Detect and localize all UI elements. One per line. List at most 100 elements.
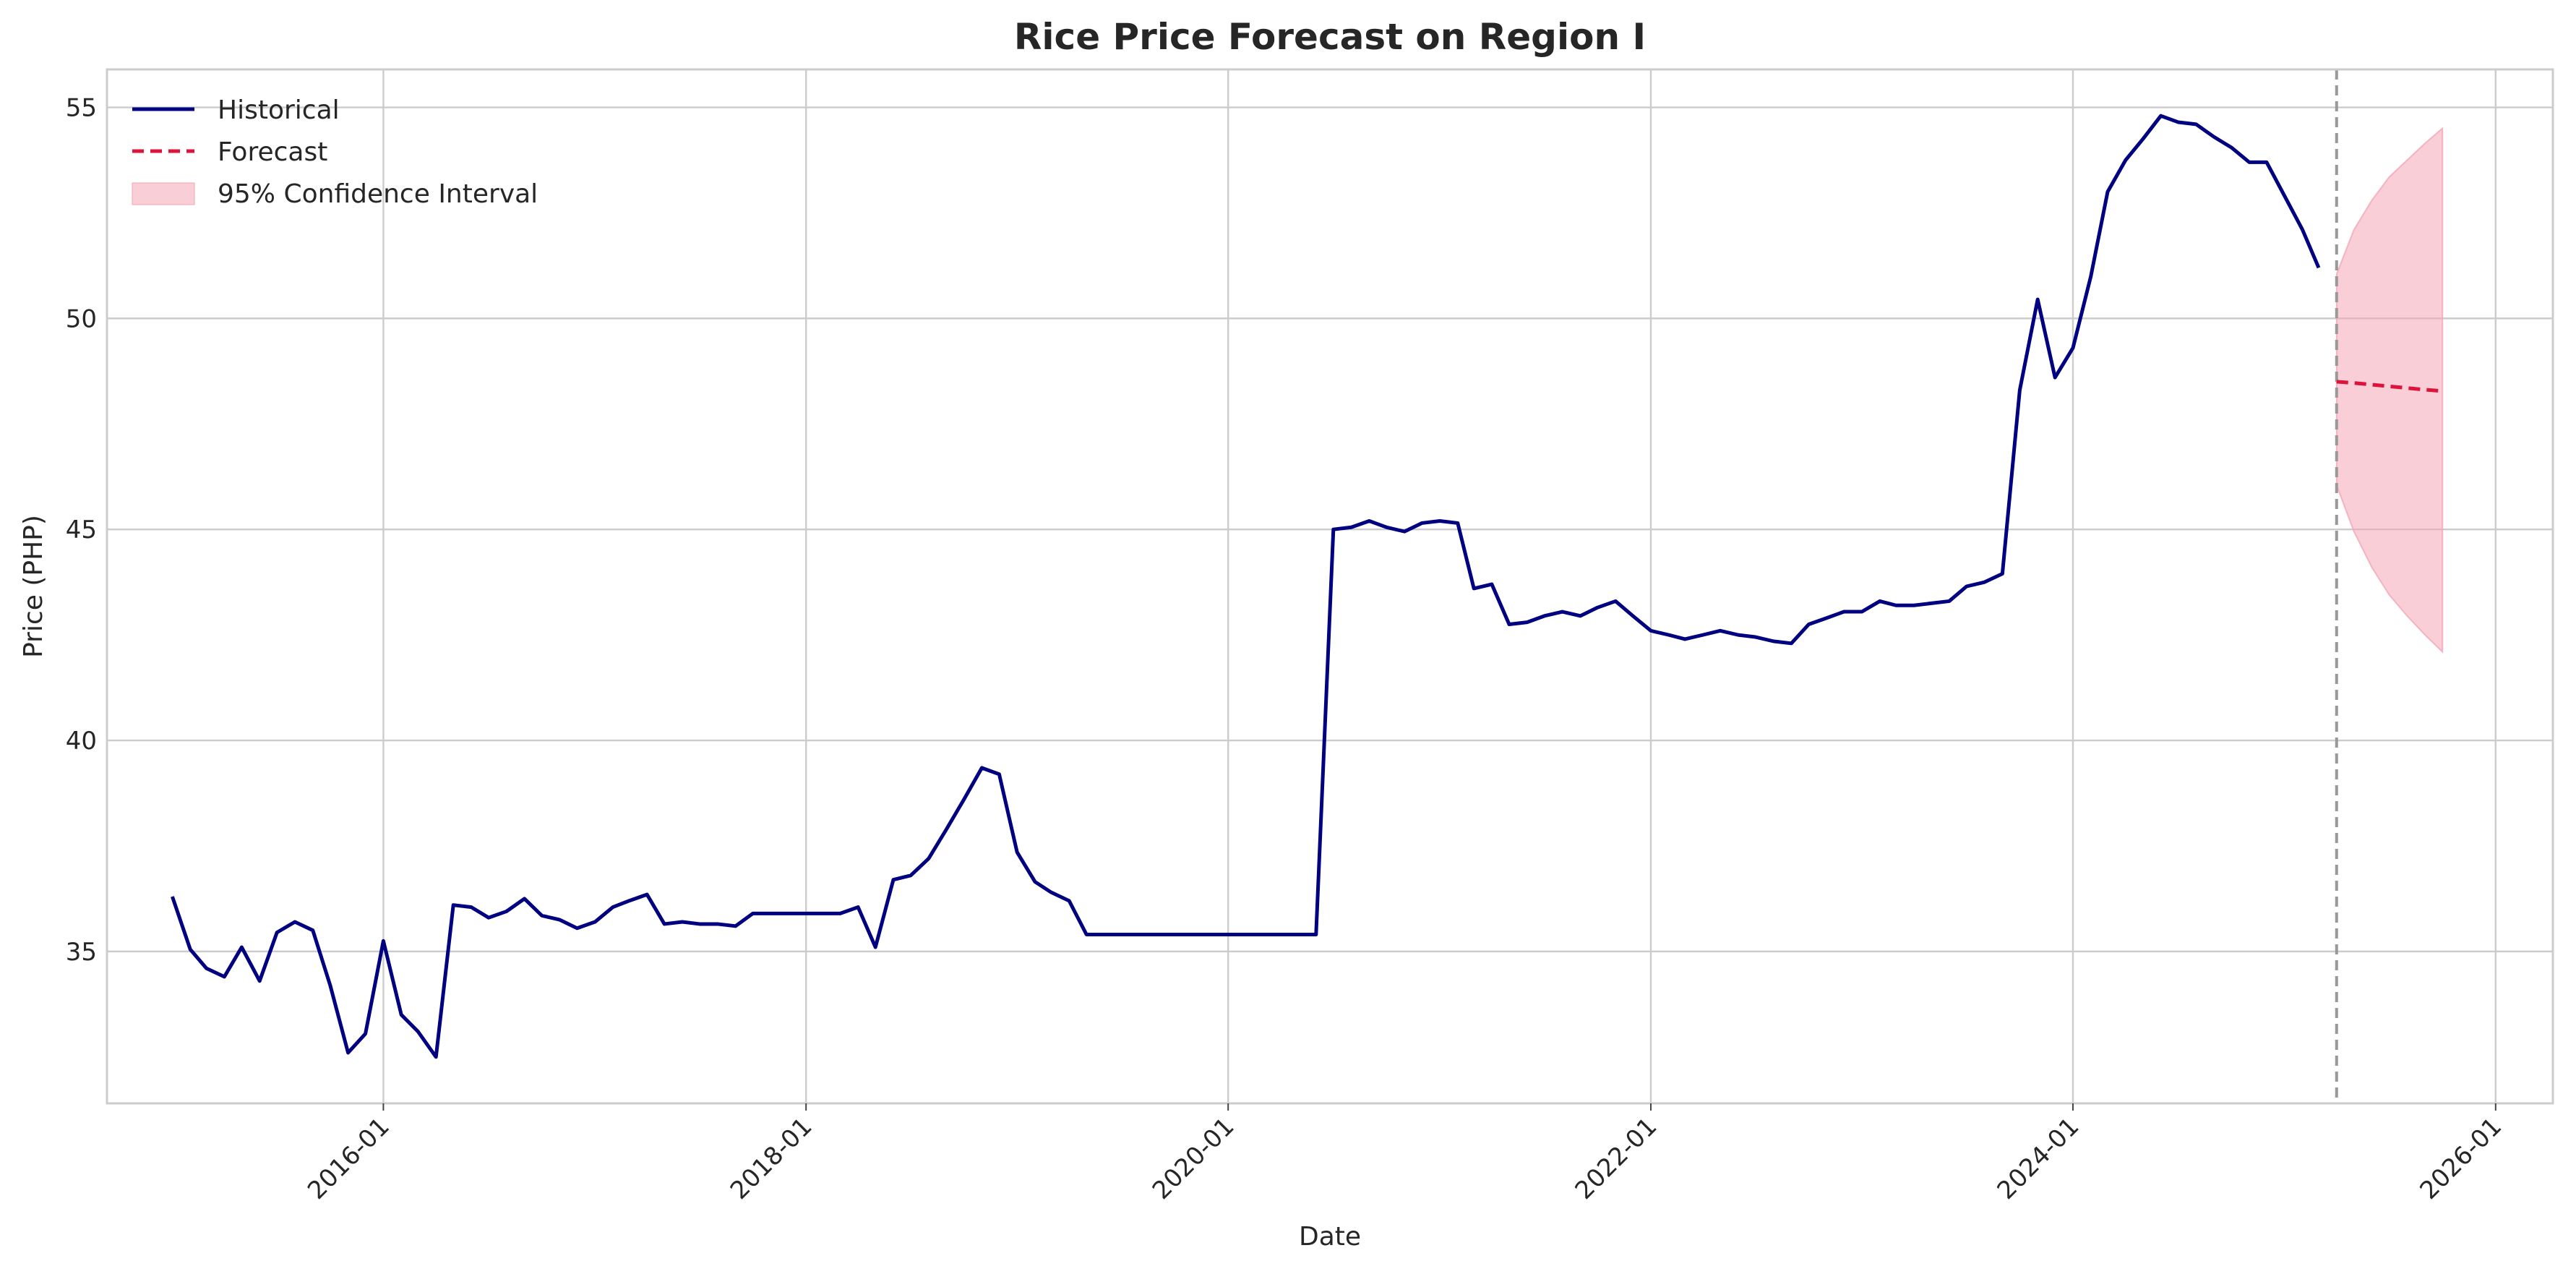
historical-point (399, 1012, 403, 1017)
historical-point (1613, 599, 1618, 603)
historical-point (804, 911, 808, 915)
historical-point (1208, 933, 1212, 937)
legend-label: Forecast (218, 137, 327, 167)
historical-point (1279, 933, 1283, 937)
historical-point (751, 911, 755, 915)
historical-point (1331, 527, 1336, 531)
historical-point (945, 827, 949, 831)
historical-point (2000, 571, 2004, 576)
historical-point (523, 897, 527, 901)
historical-point (1420, 521, 1424, 525)
historical-point (734, 924, 738, 928)
forecast-point (2423, 388, 2427, 392)
historical-point (838, 911, 842, 915)
historical-point (680, 920, 684, 924)
historical-point (1912, 603, 1916, 607)
historical-point (2124, 158, 2128, 162)
historical-point (2247, 160, 2251, 164)
historical-point (2105, 189, 2110, 194)
historical-point (1649, 628, 1653, 633)
legend-swatch-confidence (132, 182, 195, 205)
historical-point (1542, 614, 1547, 618)
historical-point (1384, 525, 1388, 529)
historical-point (2071, 346, 2075, 350)
historical-point (962, 798, 966, 802)
y-axis-label: Price (PHP) (19, 515, 48, 658)
historical-point (927, 856, 931, 860)
historical-point (311, 928, 315, 933)
forecast-point (2352, 381, 2356, 385)
x-tick-label: 2026-01 (2414, 1112, 2507, 1205)
x-axis-label: Date (1299, 1222, 1361, 1252)
historical-point (1120, 933, 1124, 937)
y-tick-label: 50 (66, 304, 97, 333)
historical-point (1296, 933, 1300, 937)
historical-point (1878, 599, 1882, 603)
x-axis-ticks: 2016-01 2018-01 2020-01 2022-01 2024-01 2026-… (302, 1103, 2507, 1205)
historical-point (611, 905, 615, 910)
historical-point (257, 979, 262, 983)
historical-point (239, 945, 244, 949)
historical-point (768, 911, 773, 915)
historical-point (593, 920, 597, 924)
historical-point (381, 939, 385, 943)
historical-point (1138, 933, 1142, 937)
historical-point (575, 926, 579, 931)
historical-point (2229, 145, 2233, 150)
historical-point (170, 894, 174, 899)
historical-point (205, 966, 209, 970)
historical-point (1718, 628, 1722, 633)
historical-point (822, 911, 826, 915)
historical-point (1701, 633, 1705, 637)
historical-point (1683, 637, 1687, 641)
forecast-point (2405, 386, 2409, 390)
forecast-point (2387, 384, 2392, 388)
historical-point (1067, 899, 1071, 903)
historical-point (1033, 880, 1037, 884)
historical-point (1947, 599, 1952, 603)
forecast-point (2335, 380, 2339, 384)
historical-point (1789, 641, 1793, 646)
historical-point (1507, 623, 1511, 627)
historical-point (1367, 519, 1371, 523)
legend-label: Historical (218, 95, 340, 125)
legend: Historical Forecast 95% Confidence Interva… (132, 95, 538, 209)
historical-point (486, 915, 491, 920)
y-tick-label: 55 (66, 94, 97, 123)
x-tick-label: 2024-01 (1992, 1112, 2085, 1205)
historical-point (416, 1030, 420, 1034)
historical-point (1667, 633, 1671, 637)
x-tick-label: 2020-01 (1147, 1112, 1240, 1205)
historical-point (1102, 933, 1107, 937)
chart-title: Rice Price Forecast on Region I (1014, 16, 1646, 58)
historical-point (1156, 933, 1160, 937)
historical-point (1456, 521, 1460, 525)
historical-point (891, 878, 896, 882)
forecast-point (2440, 389, 2444, 393)
historical-point (2053, 375, 2057, 380)
x-tick-label: 2018-01 (725, 1112, 818, 1205)
historical-point (1842, 610, 1846, 614)
historical-point (2159, 114, 2163, 118)
historical-point (697, 922, 702, 926)
grid (107, 69, 2553, 1103)
historical-point (662, 922, 666, 926)
historical-point (505, 909, 509, 913)
historical-point (1244, 933, 1248, 937)
confidence-interval-band (2335, 127, 2444, 654)
historical-point (2317, 265, 2321, 270)
y-tick-label: 40 (66, 727, 97, 756)
historical-point (1084, 933, 1089, 937)
historical-point (2089, 274, 2093, 278)
historical-point (627, 899, 631, 903)
historical-point (645, 892, 649, 897)
historical-point (2212, 134, 2216, 139)
confidence-interval-layer (2335, 127, 2444, 654)
historical-point (1314, 933, 1318, 937)
historical-point (1525, 620, 1529, 625)
historical-point (1860, 610, 1864, 614)
historical-point (2017, 388, 2022, 393)
historical-point (1173, 933, 1177, 937)
historical-point (1772, 639, 1776, 644)
